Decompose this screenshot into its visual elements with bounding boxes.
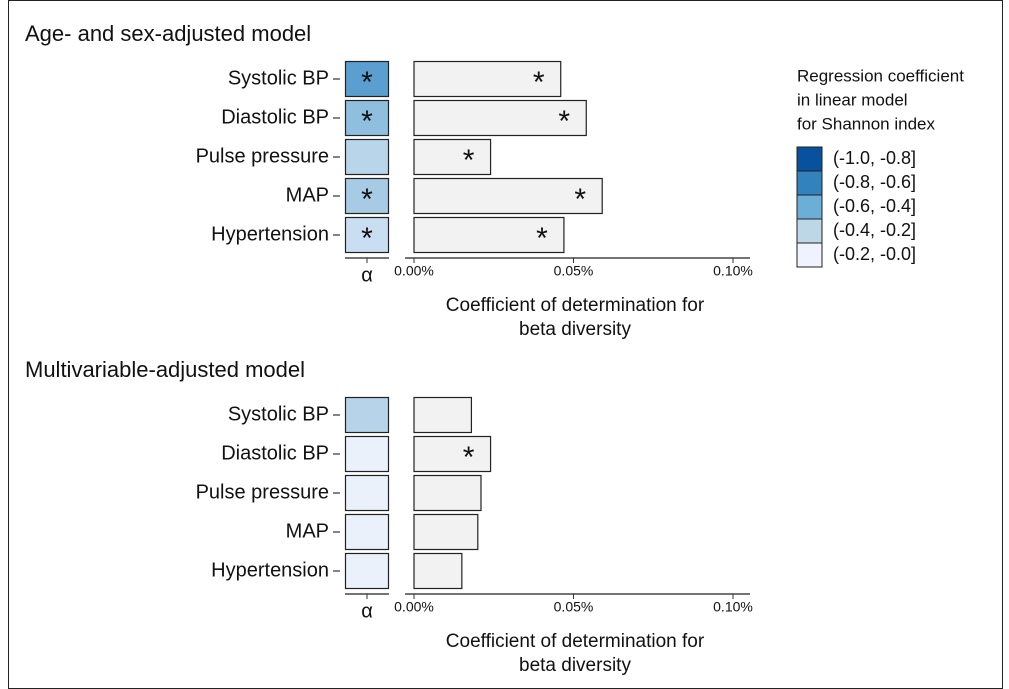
x-tick-label: 0.05% bbox=[554, 263, 594, 279]
alpha-tile bbox=[344, 60, 390, 98]
alpha-label: α bbox=[361, 264, 373, 286]
y-tick-label: Hypertension bbox=[211, 559, 329, 581]
alpha-tile bbox=[344, 435, 390, 473]
alpha-tile bbox=[344, 474, 390, 512]
bar bbox=[413, 435, 492, 473]
y-tick-label: Systolic BP bbox=[228, 67, 329, 89]
significance-label: * bbox=[574, 183, 586, 216]
significance-label: * bbox=[463, 144, 475, 177]
y-tick-label: Pulse pressure bbox=[196, 145, 329, 167]
panel-title: Age- and sex-adjusted model bbox=[25, 21, 311, 46]
alpha-significance: * bbox=[361, 66, 373, 99]
significance-label: * bbox=[463, 441, 475, 474]
legend-label: (-1.0, -0.8] bbox=[833, 148, 916, 168]
bar bbox=[413, 99, 587, 137]
alpha-tile bbox=[344, 99, 390, 137]
bar bbox=[413, 552, 463, 590]
alpha-significance: * bbox=[361, 105, 373, 138]
y-tick-label: Systolic BP bbox=[228, 403, 329, 425]
legend-swatch bbox=[796, 170, 823, 196]
y-tick-label: MAP bbox=[286, 184, 329, 206]
x-tick-label: 0.05% bbox=[554, 599, 594, 615]
x-tick-label: 0.00% bbox=[394, 599, 434, 615]
significance-label: * bbox=[533, 66, 545, 99]
bar bbox=[413, 216, 565, 254]
x-tick-label: 0.00% bbox=[394, 263, 434, 279]
y-tick-label: MAP bbox=[286, 520, 329, 542]
alpha-tile bbox=[344, 138, 390, 176]
bar bbox=[413, 396, 473, 434]
x-axis-label: Coefficient of determination for bbox=[446, 295, 705, 316]
panel-title: Multivariable-adjusted model bbox=[25, 357, 305, 382]
bar bbox=[413, 177, 603, 215]
bar bbox=[413, 474, 482, 512]
legend-title: in linear model bbox=[797, 90, 908, 109]
alpha-significance: * bbox=[361, 183, 373, 216]
legend-title: for Shannon index bbox=[797, 114, 935, 133]
legend-label: (-0.4, -0.2] bbox=[833, 220, 916, 240]
legend-swatch bbox=[796, 194, 823, 220]
legend-label: (-0.2, -0.0] bbox=[833, 244, 916, 264]
alpha-tile bbox=[344, 552, 390, 590]
alpha-tile bbox=[344, 396, 390, 434]
significance-label: * bbox=[558, 105, 570, 138]
y-tick-label: Hypertension bbox=[211, 223, 329, 245]
y-tick-label: Diastolic BP bbox=[221, 106, 329, 128]
alpha-tile bbox=[344, 177, 390, 215]
legend-title: Regression coefficient bbox=[797, 66, 964, 85]
alpha-tile bbox=[344, 513, 390, 551]
legend-label: (-0.6, -0.4] bbox=[833, 196, 916, 216]
alpha-label: α bbox=[361, 600, 373, 622]
legend-swatch bbox=[796, 218, 823, 244]
x-axis-label: beta diversity bbox=[519, 655, 631, 676]
legend-swatch bbox=[796, 146, 823, 172]
y-tick-label: Diastolic BP bbox=[221, 442, 329, 464]
x-axis-label: beta diversity bbox=[519, 319, 631, 340]
y-tick-label: Pulse pressure bbox=[196, 481, 329, 503]
legend-swatch bbox=[796, 242, 823, 268]
x-axis-label: Coefficient of determination for bbox=[446, 631, 705, 652]
alpha-tile bbox=[344, 216, 390, 254]
x-tick-label: 0.10% bbox=[713, 599, 753, 615]
x-tick-label: 0.10% bbox=[713, 263, 753, 279]
significance-label: * bbox=[536, 222, 548, 255]
bar bbox=[413, 60, 562, 98]
bar bbox=[413, 513, 479, 551]
legend-label: (-0.8, -0.6] bbox=[833, 172, 916, 192]
alpha-significance: * bbox=[361, 222, 373, 255]
bar bbox=[413, 138, 492, 176]
